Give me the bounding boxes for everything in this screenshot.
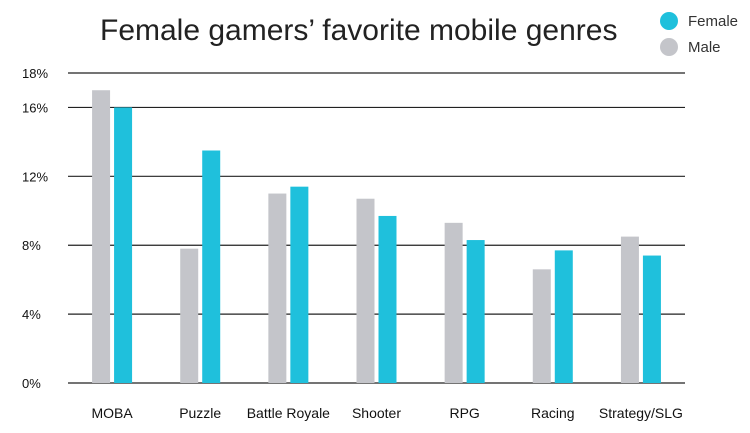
- x-tick-label: Battle Royale: [247, 405, 330, 421]
- y-tick-label: 12%: [22, 169, 48, 184]
- bar-female-3: [378, 215, 397, 383]
- bar-male-3: [356, 198, 375, 383]
- bar-female-1: [202, 150, 221, 383]
- bar-male-0: [92, 90, 111, 383]
- x-tick-label: Shooter: [352, 405, 401, 421]
- x-tick-label: Strategy/SLG: [599, 405, 683, 421]
- bar-male-5: [532, 269, 551, 383]
- legend-swatch-male: [660, 38, 678, 56]
- legend: Female Male: [660, 8, 748, 60]
- y-tick-label: 18%: [22, 66, 48, 81]
- legend-label-male: Male: [688, 38, 721, 56]
- bar-female-0: [114, 107, 133, 383]
- bar-female-4: [466, 240, 485, 383]
- y-tick-label: 16%: [22, 100, 48, 115]
- x-tick-label: Puzzle: [179, 405, 221, 421]
- y-tick-label: 0%: [22, 376, 41, 391]
- x-tick-label: MOBA: [91, 405, 133, 421]
- bar-female-2: [290, 186, 309, 383]
- x-tick-label: Racing: [531, 405, 575, 421]
- bar-male-2: [268, 193, 287, 383]
- x-tick-label: RPG: [449, 405, 479, 421]
- legend-label-female: Female: [688, 12, 739, 30]
- bar-male-6: [620, 236, 639, 383]
- legend-item-male: Male: [660, 34, 748, 60]
- bar-female-5: [554, 250, 573, 383]
- y-tick-label: 8%: [22, 238, 41, 253]
- y-tick-label: 4%: [22, 307, 41, 322]
- bar-male-1: [180, 248, 199, 383]
- legend-swatch-female: [660, 12, 678, 30]
- bar-female-6: [642, 255, 661, 383]
- bar-male-4: [444, 222, 463, 383]
- chart-title: Female gamers’ favorite mobile genres: [100, 14, 618, 47]
- legend-item-female: Female: [660, 8, 748, 34]
